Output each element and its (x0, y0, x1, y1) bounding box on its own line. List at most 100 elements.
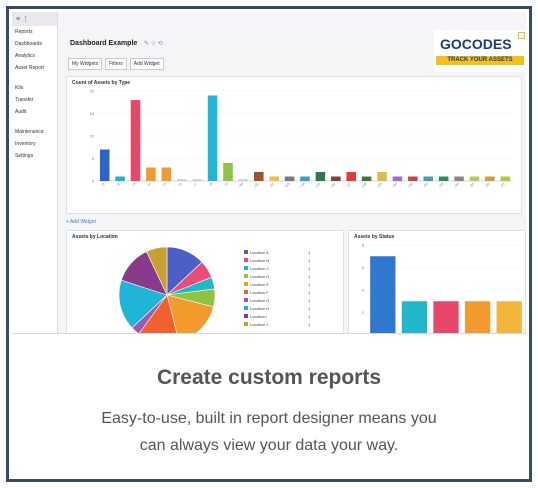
dashboard-title: Dashboard Example (70, 40, 138, 47)
bar (223, 163, 233, 181)
legend-value: 1 (308, 321, 311, 327)
bar (454, 176, 464, 181)
bar (438, 176, 449, 181)
bar (361, 176, 372, 181)
sidebar-item[interactable]: Kits (15, 85, 24, 91)
pie-chart (118, 246, 216, 333)
legend-label: Location C (250, 265, 270, 271)
sidebar-item[interactable]: Asset Report (15, 65, 44, 71)
x-tick-label: c6 (177, 182, 182, 187)
bar (469, 176, 480, 181)
x-tick-label: c5 (162, 182, 167, 187)
bar (99, 149, 110, 181)
sidebar-header: ≡ ⋮ (12, 12, 57, 26)
bar (377, 172, 387, 181)
bar (300, 176, 310, 181)
legend-value: 1 (308, 273, 311, 279)
sidebar-item[interactable]: Analytics (15, 53, 36, 59)
sidebar-item[interactable]: Maintenance (15, 129, 44, 135)
x-tick-label: c7 (193, 182, 198, 187)
edit-icon[interactable]: ✎ ☆ ⟲ (144, 41, 163, 47)
logo-wordmark: GOCODES (440, 36, 512, 52)
sidebar: ≡ ⋮ Reports Dashboards Analytics Asset Repo… (12, 12, 58, 333)
x-tick-label: c14 (299, 182, 306, 189)
legend-label: Location H (250, 305, 270, 311)
y-tick-label: 0 (92, 179, 95, 184)
dashboard-main: Dashboard Example ✎ ☆ ⟲ My Widgets Filte… (62, 12, 526, 333)
y-tick-label: 5 (92, 156, 95, 161)
bar (254, 172, 264, 181)
pie-slice (166, 294, 214, 333)
legend-label: Location F (250, 289, 269, 295)
add-widget-link[interactable]: + Add Widget (66, 219, 96, 225)
y-tick-label: 10 (90, 134, 95, 139)
legend-value: 1 (308, 297, 311, 303)
x-tick-label: c10 (238, 182, 245, 189)
x-tick-label: c26 (484, 182, 491, 189)
legend-value: 1 (308, 305, 311, 311)
sidebar-item[interactable]: Inventory (15, 141, 36, 147)
dashboard-tabs: My Widgets Filters Add Widget (68, 58, 164, 70)
sidebar-item[interactable]: Dashboards (15, 41, 42, 47)
status-bar-chart: 0 2 4 6 8 (362, 243, 525, 333)
legend-entry: Location A 1 (244, 248, 324, 256)
legend-swatch (244, 258, 248, 262)
more-icon[interactable]: ⋮ (522, 219, 526, 225)
legend-swatch (244, 274, 248, 278)
x-tick-label: c12 (268, 182, 275, 189)
tab-my-widgets[interactable]: My Widgets (68, 58, 103, 70)
legend-swatch (244, 266, 248, 270)
feature-description-line-2: can always view your data your way. (139, 437, 399, 454)
feature-description-line-1: Easy-to-use, built in report designer me… (101, 410, 437, 427)
tab-add-widget[interactable]: Add Widget (129, 58, 164, 70)
pie-chart-title: Assets by Location (72, 234, 118, 240)
legend-entry: Location B 1 (244, 256, 324, 264)
sidebar-item[interactable]: Transfer (15, 97, 34, 103)
legend-value: 1 (308, 265, 311, 271)
legend-entry: Location J 1 (244, 320, 324, 328)
legend-entry: Location G 1 (244, 296, 324, 304)
legend-swatch (244, 314, 248, 318)
logo-corner-mark (518, 32, 525, 39)
x-tick-label: c18 (361, 182, 368, 189)
y-tick-label: 20 (90, 89, 95, 94)
x-tick-label: c2 (116, 182, 121, 187)
feature-description: Easy-to-use, built in report designer me… (31, 405, 507, 459)
bar (176, 179, 187, 181)
bar (146, 167, 156, 181)
feature-headline: Create custom reports (156, 366, 382, 389)
legend-entry: Location H 1 (244, 304, 324, 312)
legend-label: Location G (250, 297, 270, 303)
sidebar-item[interactable]: Settings (15, 153, 34, 159)
bar (331, 176, 341, 181)
bar (115, 176, 125, 181)
x-tick-label: c8 (208, 182, 213, 187)
legend-entry: Location F 1 (244, 288, 324, 296)
y-tick-label: 6 (362, 265, 365, 270)
legend-swatch (244, 250, 248, 254)
gocodes-logo: GOCODES TRACK YOUR ASSETS (434, 30, 526, 72)
x-tick-label: c11 (253, 182, 259, 188)
tab-filters[interactable]: Filters (105, 58, 127, 70)
y-tick-label: 15 (90, 111, 95, 116)
pie-slice (139, 294, 178, 333)
sidebar-item[interactable]: Reports (15, 29, 33, 35)
bar (207, 95, 218, 181)
x-tick-label: c13 (284, 182, 291, 189)
legend-swatch (244, 306, 248, 310)
bar (269, 176, 279, 181)
x-tick-label: c21 (407, 182, 414, 189)
bar (423, 176, 434, 181)
sidebar-item[interactable]: Audit (15, 109, 27, 115)
bar (346, 172, 356, 181)
legend-value: 1 (308, 289, 311, 295)
bar (408, 176, 418, 181)
pie-chart-panel: Assets by Location (66, 230, 344, 333)
bar (500, 176, 511, 181)
legend-label: Location A (250, 249, 269, 255)
sidebar-spacer (12, 74, 57, 82)
x-tick-label: c15 (315, 182, 322, 189)
x-tick-label: c24 (453, 182, 460, 189)
report-feature-card: ≡ ⋮ Reports Dashboards Analytics Asset Repo… (6, 6, 532, 482)
x-tick-label: c25 (469, 182, 476, 189)
